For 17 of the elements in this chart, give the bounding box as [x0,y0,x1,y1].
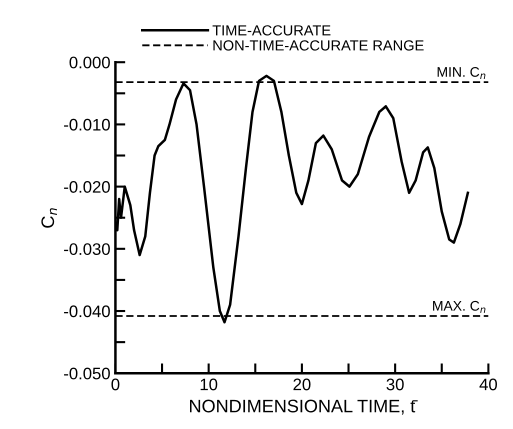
y-tick-label: -0.010 [64,118,110,131]
y-tick-label: -0.050 [64,368,110,380]
legend-label: TIME-ACCURATE [212,25,330,36]
y-axis-title: C$_{n}$ [41,208,57,228]
y-tick-label: -0.040 [64,305,110,318]
x-tick-label: 10 [200,378,218,390]
ref-line-label: MIN. C$_{n}$ [438,67,486,79]
x-tick-label: 30 [386,378,404,390]
x-tick-label: 0 [111,378,120,390]
y-tick-label: -0.020 [64,181,110,193]
x-axis-title: NONDIMENSIONAL TIME, t̄ [190,400,418,415]
y-tick-label: -0.030 [64,243,110,256]
ref-line-label: MAX. C$_{n}$ [433,300,486,313]
x-tick-label: 20 [293,378,311,390]
y-tick-label: 0.000 [70,56,110,68]
x-tick-label: 40 [479,378,497,390]
text: NON-TIME-ACCURATE RANGE [213,40,424,51]
